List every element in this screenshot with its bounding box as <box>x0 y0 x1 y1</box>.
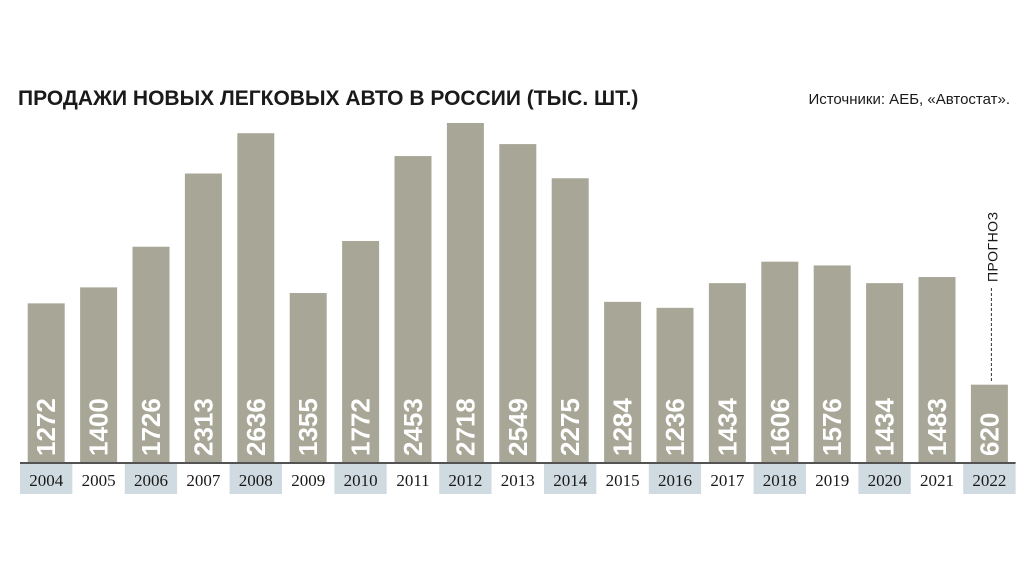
bar-value-label: 2549 <box>503 398 533 456</box>
bar-2007 <box>184 173 222 462</box>
x-tick-cell <box>177 464 230 494</box>
x-tick-label: 2005 <box>82 471 116 490</box>
bar-value-label: 2313 <box>188 398 218 456</box>
x-axis: 2004 2005 2006 2007 2008 2009 2010 2011 2012 2013… <box>20 462 1016 494</box>
bar-value-label: 1400 <box>84 398 114 456</box>
bar-value-label: 2636 <box>241 398 271 456</box>
x-tick-cell <box>596 464 649 494</box>
x-tick-cell <box>229 464 282 494</box>
x-tick-label: 2006 <box>134 471 168 490</box>
x-tick-cell <box>858 464 911 494</box>
bar-2005 <box>80 287 118 462</box>
x-tick-cell <box>910 464 964 494</box>
bar-2021 <box>918 277 956 462</box>
bar-2014 <box>551 178 589 463</box>
x-tick-label: 2021 <box>920 471 954 490</box>
x-tick-label: 2013 <box>501 471 535 490</box>
chart-source: Источники: АЕБ, «Автостат». <box>808 91 1010 108</box>
x-tick-label: 2022 <box>972 471 1006 490</box>
x-tick-cell <box>334 464 387 494</box>
bar-2019 <box>813 265 851 462</box>
bar-2020 <box>866 283 904 462</box>
x-tick-label: 2012 <box>448 471 482 490</box>
forecast-label: ПРОГНОЗ <box>984 211 1000 282</box>
bar-value-label: 1272 <box>31 398 61 456</box>
x-tick-cell <box>648 464 702 494</box>
bars-group: 1272 1400 1726 2313 2636 1355 1772 2453 2718 2549… <box>27 123 1008 463</box>
x-tick-label: 2018 <box>763 471 797 490</box>
x-tick-cell <box>282 464 335 494</box>
chart-title: ПРОДАЖИ НОВЫХ ЛЕГКОВЫХ АВТО В РОССИИ (ТЫ… <box>18 87 638 110</box>
x-tick-label: 2007 <box>186 471 221 490</box>
x-tick-label: 2011 <box>396 471 429 490</box>
bar-2011 <box>394 156 432 462</box>
x-tick-label: 2017 <box>710 471 745 490</box>
bar-value-label: 1434 <box>870 398 900 456</box>
x-tick-cell <box>753 464 806 494</box>
bar-2013 <box>499 144 537 462</box>
bar-value-label: 2718 <box>450 398 480 456</box>
bar-value-label: 1772 <box>346 398 376 456</box>
bar-value-label: 1483 <box>922 398 952 456</box>
bar-2016 <box>656 307 694 462</box>
x-tick-cell <box>386 464 440 494</box>
x-tick-cell <box>491 464 544 494</box>
x-tick-label: 2020 <box>868 471 902 490</box>
x-tick-label: 2008 <box>239 471 273 490</box>
bar-2017 <box>708 283 746 462</box>
x-tick-label: 2016 <box>658 471 692 490</box>
bar-2022 <box>970 384 1008 462</box>
forecast-annotation: ПРОГНОЗ <box>984 211 1000 383</box>
bar-value-label: 1726 <box>136 398 166 456</box>
x-tick-cell <box>20 464 73 494</box>
x-tick-label: 2009 <box>291 471 325 490</box>
x-tick-cell <box>806 464 859 494</box>
bar-value-label: 1355 <box>293 398 323 456</box>
x-tick-cell <box>72 464 125 494</box>
x-tick-label: 2015 <box>606 471 640 490</box>
x-tick-cell <box>544 464 597 494</box>
x-tick-label: 2004 <box>29 471 64 490</box>
bar-2004 <box>27 303 65 462</box>
x-tick-cell <box>963 464 1016 494</box>
bar-2018 <box>761 261 799 462</box>
bar-value-label: 1576 <box>817 398 847 456</box>
x-tick-label: 2014 <box>553 471 588 490</box>
x-tick-cell <box>701 464 754 494</box>
x-tick-label: 2010 <box>344 471 378 490</box>
bar-value-label: 2275 <box>555 398 585 456</box>
bar-value-label: 1236 <box>660 398 690 456</box>
bar-value-label: 1434 <box>712 398 742 456</box>
bar-2008 <box>237 133 275 463</box>
x-tick-label: 2019 <box>815 471 849 490</box>
bar-value-label: 620 <box>974 413 1004 456</box>
x-tick-cell <box>124 464 178 494</box>
bar-2015 <box>604 301 642 462</box>
bar-2006 <box>132 246 170 462</box>
bar-2010 <box>342 240 380 462</box>
bar-2009 <box>289 292 327 462</box>
bar-2012 <box>446 123 484 462</box>
bar-value-label: 1606 <box>765 398 795 456</box>
bar-value-label: 1284 <box>608 398 638 456</box>
bar-value-label: 2453 <box>398 398 428 456</box>
x-tick-cell <box>439 464 492 494</box>
